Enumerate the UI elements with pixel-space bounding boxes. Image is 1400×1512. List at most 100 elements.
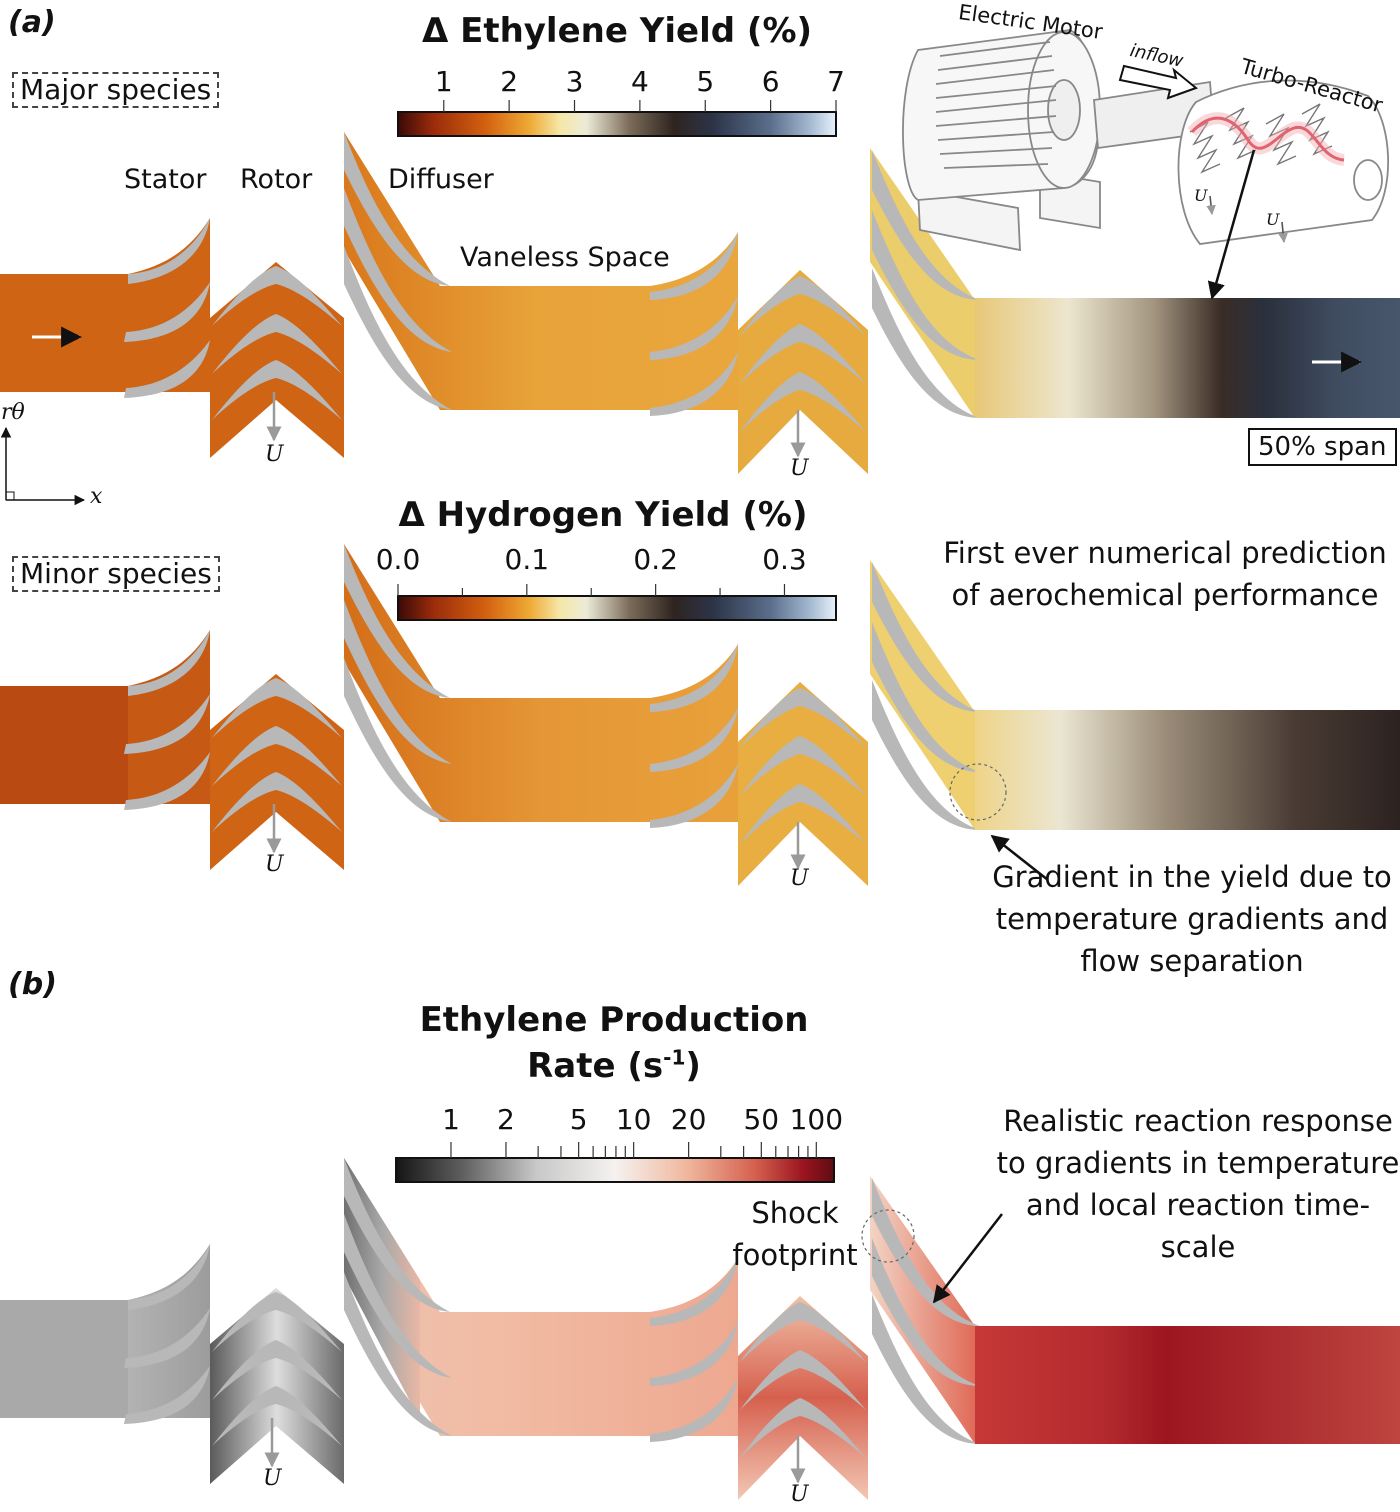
hydrogen-colorbar-tick-label: 0.0 — [375, 543, 421, 576]
rotor-blade — [740, 1302, 866, 1362]
rotor-field — [210, 1288, 344, 1484]
stator-inlet-field — [0, 274, 128, 392]
rotor-blade — [740, 688, 866, 748]
rotor-field — [210, 262, 344, 458]
production-rate-colorbar-ticks — [450, 1142, 817, 1158]
coordinate-axes — [0, 426, 86, 506]
panel-b-letter: (b) — [8, 967, 57, 1002]
rotor-blade — [212, 1292, 342, 1352]
hydrogen-colorbar-ticks — [397, 584, 786, 596]
outlet-vane-blade — [872, 150, 980, 300]
axis-horizontal-label: x — [90, 484, 103, 509]
panel-a-letter: (a) — [8, 5, 56, 40]
stator-blade — [124, 1366, 210, 1424]
rotor-blade — [740, 276, 866, 336]
ethylene-colorbar-tick-label: 6 — [761, 65, 780, 98]
rotor-blade — [740, 1350, 866, 1410]
rotor-2-u-label: U — [790, 1482, 809, 1507]
stator-passage-field — [128, 218, 210, 392]
ethylene-colorbar — [397, 111, 837, 137]
stator-blade — [124, 340, 210, 398]
production-rate-colorbar-tick-label: 1 — [442, 1103, 460, 1136]
rotor-blade — [740, 784, 866, 844]
span-label: 50% span — [1248, 428, 1397, 466]
diffuser-exit-blade — [650, 1378, 738, 1442]
gradient-pointer-arrow — [990, 834, 1049, 881]
rotor-blade — [740, 372, 866, 432]
production-title-sup: -1 — [663, 1045, 686, 1070]
production-title-line1: Ethylene Production — [419, 1000, 809, 1040]
production-rate-colorbar — [395, 1157, 835, 1183]
stator-passage-field — [128, 630, 210, 804]
gradient-note: Gradient in the yield due to temperature… — [992, 860, 1392, 979]
ethylene-row — [0, 132, 1400, 474]
diffuser-exit-blade — [650, 764, 738, 828]
diffuser-exit-blade — [650, 1322, 738, 1386]
diffuser-blade — [344, 132, 450, 286]
exit-duct-field — [975, 710, 1400, 830]
rotor-blade — [212, 678, 342, 738]
reactor-flow-path — [1190, 116, 1345, 162]
rotor-blade — [212, 1386, 342, 1446]
motor-reactor-inset — [902, 29, 1389, 300]
rotor-2-field — [738, 1296, 868, 1500]
diffuser-field — [344, 132, 738, 410]
rotor-blade — [740, 1398, 866, 1458]
stator-blade — [124, 752, 210, 810]
hydrogen-colorbar-title: Δ Hydrogen Yield (%) — [398, 495, 808, 535]
outlet-vane-blade — [872, 562, 980, 712]
rotor-blade — [212, 314, 342, 374]
stator-inlet-field — [0, 1300, 128, 1418]
hydrogen-colorbar-tick-label: 0.1 — [504, 543, 550, 576]
production-rate-colorbar-tick-label: 2 — [497, 1103, 515, 1136]
rotor-blade — [740, 736, 866, 796]
outlet-vane-blade — [872, 210, 980, 360]
rotor-2-field — [738, 270, 868, 474]
hydrogen-row — [0, 544, 1400, 886]
stator-blade — [128, 1244, 210, 1310]
ethylene-colorbar-tick-label: 4 — [630, 65, 649, 98]
exit-duct-field — [975, 298, 1400, 418]
inset-pointer-arrow — [1207, 149, 1256, 300]
motor-fins — [935, 41, 1057, 169]
ethylene-colorbar-ticks — [443, 100, 837, 112]
diffuser-exit-blade — [650, 296, 738, 360]
diffuser-blade — [344, 1158, 450, 1312]
stator-blade — [124, 282, 210, 342]
outlet-vane-blade — [872, 622, 980, 772]
vaneless-space-label: Vaneless Space — [460, 242, 670, 273]
prediction-note: First ever numerical prediction of aeroc… — [943, 536, 1387, 613]
production-rate-colorbar-tick-label: 5 — [569, 1103, 588, 1136]
rotor-u-label: U — [263, 1466, 282, 1491]
major-species-tag: Major species — [12, 72, 220, 108]
ethylene-colorbar-tick-label: 5 — [696, 65, 715, 98]
inset-u-label: U — [1194, 186, 1208, 205]
axis-vertical-label: rθ — [1, 400, 25, 425]
rotor-blade — [212, 1340, 342, 1400]
reactor-blades — [1189, 103, 1333, 174]
outlet-vane-blade — [872, 1178, 980, 1326]
rotor-blade — [212, 360, 342, 420]
diffuser-label: Diffuser — [388, 164, 494, 195]
diffuser-exit-blade — [650, 644, 738, 712]
inset-u-label: U — [1266, 210, 1280, 229]
production-title-line2: Rate (s — [527, 1045, 664, 1086]
outlet-vane-blade — [872, 1238, 980, 1386]
rotor-label: Rotor — [240, 164, 313, 195]
hydrogen-colorbar — [397, 595, 837, 621]
outlet-vane-blade — [872, 1294, 980, 1444]
rotor-2-u-label: U — [790, 456, 809, 481]
minor-species-tag: Minor species — [12, 556, 220, 592]
production-rate-colorbar-tick-label: 100 — [789, 1103, 844, 1136]
rotor-blade — [212, 726, 342, 786]
reactor-outlet — [1353, 159, 1383, 201]
response-pointer-arrow — [932, 1213, 1003, 1304]
production-title-close: ) — [685, 1045, 701, 1086]
reactor-u-arrow — [1278, 221, 1288, 243]
shock-footprint-label: Shock footprint — [732, 1196, 858, 1273]
rotor-u-label: U — [265, 852, 284, 877]
stator-blade — [128, 630, 210, 696]
ethylene-colorbar-tick-label: 3 — [565, 65, 584, 98]
shock-footprint-highlight — [861, 1209, 915, 1263]
stator-blade — [124, 694, 210, 754]
